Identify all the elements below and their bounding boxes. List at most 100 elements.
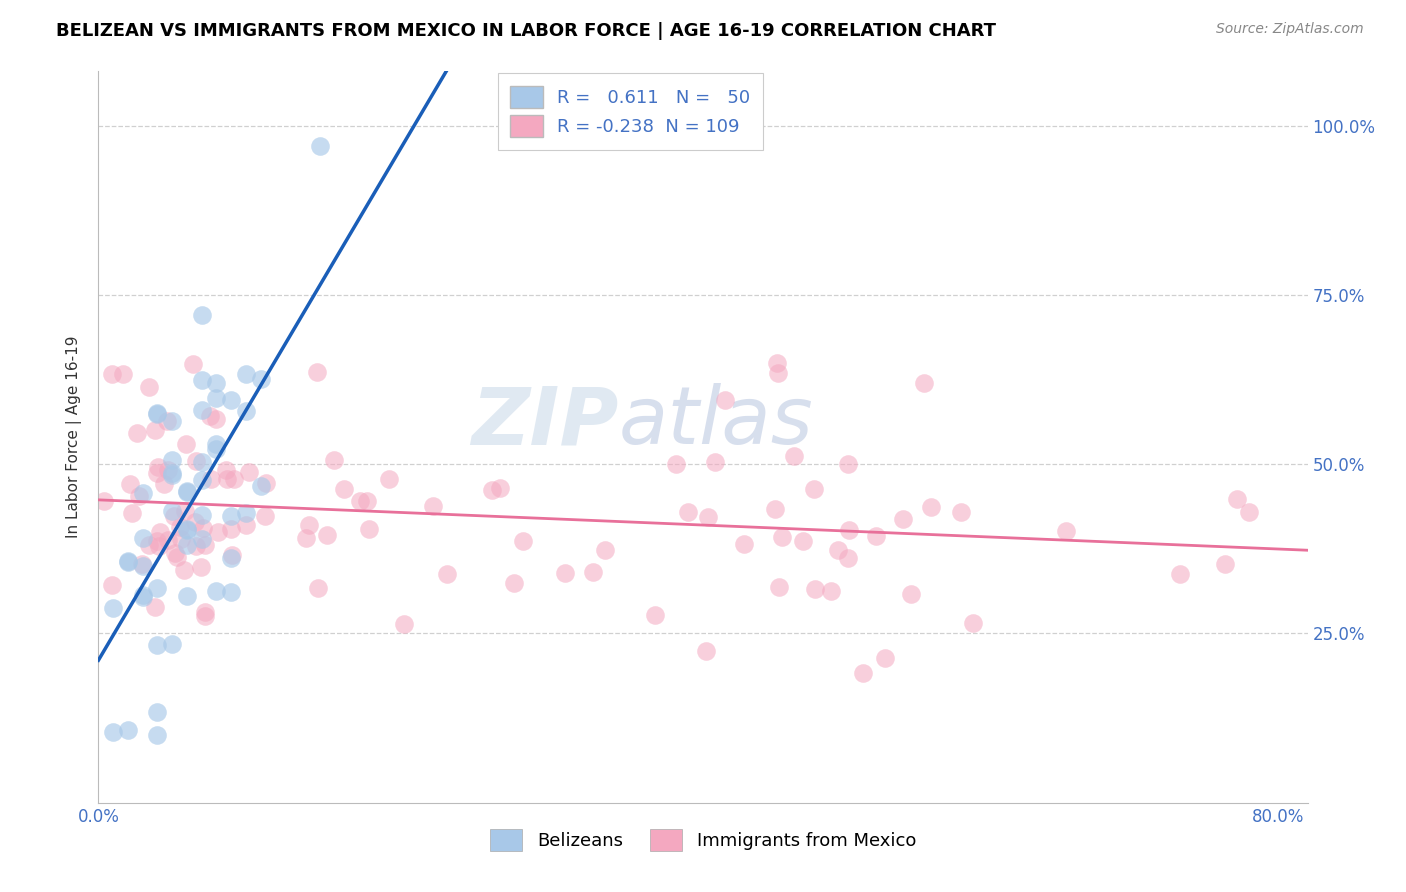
Text: BELIZEAN VS IMMIGRANTS FROM MEXICO IN LABOR FORCE | AGE 16-19 CORRELATION CHART: BELIZEAN VS IMMIGRANTS FROM MEXICO IN LA… — [56, 22, 997, 40]
Point — [962, 615, 984, 630]
Point — [101, 367, 124, 381]
Point — [837, 457, 859, 471]
Point — [128, 489, 150, 503]
Point — [315, 528, 337, 542]
Point — [827, 543, 849, 558]
Point — [117, 554, 139, 568]
Point — [131, 485, 153, 500]
Point — [174, 436, 197, 450]
Point — [422, 499, 444, 513]
Point — [644, 608, 666, 623]
Point — [149, 524, 172, 539]
Point — [1226, 492, 1249, 507]
Point — [120, 476, 142, 491]
Point — [121, 506, 143, 520]
Point — [143, 599, 166, 614]
Point — [146, 728, 169, 742]
Point — [143, 423, 166, 437]
Point — [837, 550, 859, 565]
Point — [768, 580, 790, 594]
Text: atlas: atlas — [619, 384, 813, 461]
Point — [704, 455, 727, 469]
Point — [865, 529, 887, 543]
Legend: Belizeans, Immigrants from Mexico: Belizeans, Immigrants from Mexico — [481, 820, 925, 860]
Point — [219, 585, 242, 599]
Point — [157, 533, 180, 547]
Point — [131, 558, 153, 573]
Point — [184, 515, 207, 529]
Point — [949, 505, 972, 519]
Point — [200, 472, 222, 486]
Point — [308, 139, 330, 153]
Point — [224, 472, 246, 486]
Point — [93, 494, 115, 508]
Point — [332, 482, 354, 496]
Point — [765, 355, 787, 369]
Point — [852, 665, 875, 680]
Point — [190, 533, 212, 547]
Point — [1213, 558, 1236, 572]
Point — [554, 566, 576, 580]
Point — [254, 475, 277, 490]
Point — [207, 524, 229, 539]
Point — [235, 506, 257, 520]
Point — [160, 452, 183, 467]
Point — [770, 530, 793, 544]
Point — [803, 482, 825, 496]
Point — [217, 472, 239, 486]
Point — [235, 368, 257, 382]
Point — [219, 509, 242, 524]
Point — [112, 367, 135, 381]
Point — [489, 482, 512, 496]
Point — [156, 463, 179, 477]
Point — [253, 508, 276, 523]
Point — [101, 578, 124, 592]
Point — [305, 365, 328, 379]
Point — [190, 403, 212, 417]
Point — [205, 584, 228, 599]
Point — [191, 521, 214, 535]
Point — [169, 519, 191, 533]
Point — [436, 567, 458, 582]
Point — [900, 587, 922, 601]
Point — [356, 494, 378, 508]
Point — [235, 404, 257, 418]
Point — [101, 724, 124, 739]
Point — [205, 437, 228, 451]
Point — [1168, 567, 1191, 582]
Point — [153, 477, 176, 491]
Point — [131, 531, 153, 545]
Point — [1054, 524, 1077, 538]
Point — [190, 508, 212, 523]
Point — [181, 357, 204, 371]
Point — [249, 372, 271, 386]
Point — [582, 565, 605, 579]
Point — [148, 539, 170, 553]
Point — [714, 393, 737, 408]
Point — [117, 555, 139, 569]
Point — [156, 414, 179, 428]
Point — [194, 538, 217, 552]
Point — [595, 542, 617, 557]
Point — [117, 723, 139, 737]
Point — [173, 563, 195, 577]
Point — [219, 551, 242, 566]
Point — [238, 465, 260, 479]
Point — [160, 467, 183, 482]
Point — [295, 531, 318, 545]
Point — [127, 425, 149, 440]
Point — [176, 522, 198, 536]
Point — [146, 407, 169, 421]
Point — [766, 366, 789, 380]
Point — [170, 533, 193, 547]
Point — [146, 705, 169, 719]
Point — [665, 457, 688, 471]
Point — [359, 522, 381, 536]
Point — [166, 549, 188, 564]
Point — [215, 463, 238, 477]
Point — [891, 512, 914, 526]
Point — [392, 617, 415, 632]
Point — [378, 472, 401, 486]
Point — [875, 651, 897, 665]
Point — [820, 584, 842, 599]
